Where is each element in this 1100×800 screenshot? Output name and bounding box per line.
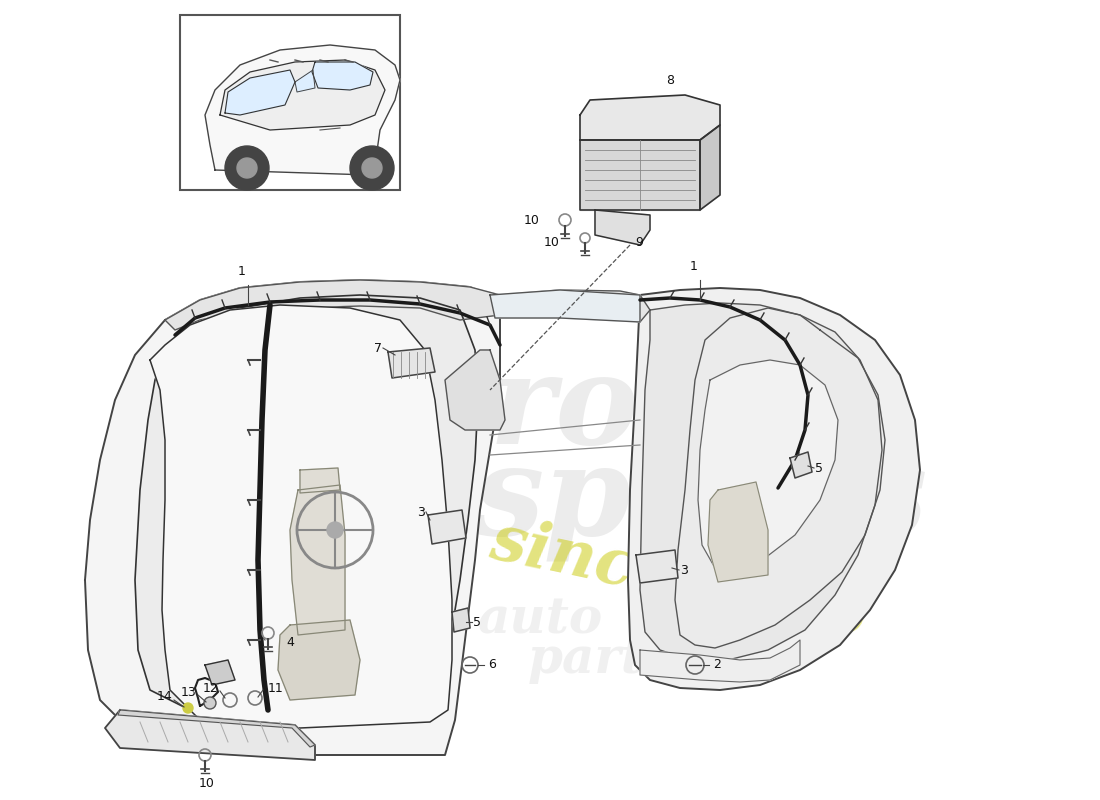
Bar	[180, 15, 400, 190]
Text: 4: 4	[286, 637, 294, 650]
Polygon shape	[700, 125, 720, 210]
Text: auto: auto	[477, 595, 603, 645]
Polygon shape	[675, 308, 886, 648]
Polygon shape	[278, 620, 360, 700]
Circle shape	[350, 146, 394, 190]
Polygon shape	[295, 70, 315, 92]
Polygon shape	[446, 350, 505, 430]
Text: 8: 8	[666, 74, 674, 86]
Polygon shape	[150, 305, 452, 728]
Polygon shape	[452, 608, 470, 632]
Polygon shape	[580, 95, 720, 140]
Text: 5: 5	[473, 615, 481, 629]
Text: 3: 3	[680, 563, 688, 577]
Polygon shape	[640, 303, 882, 660]
Text: 3: 3	[417, 506, 425, 518]
Circle shape	[236, 158, 257, 178]
Circle shape	[183, 703, 192, 713]
Polygon shape	[118, 710, 315, 747]
Text: 1: 1	[238, 265, 246, 278]
Text: 12: 12	[202, 682, 218, 694]
Text: 11: 11	[268, 682, 284, 694]
Polygon shape	[205, 45, 400, 175]
Polygon shape	[226, 70, 295, 115]
Polygon shape	[640, 640, 800, 682]
Polygon shape	[388, 348, 434, 378]
Text: 9: 9	[635, 237, 642, 250]
Polygon shape	[595, 210, 650, 245]
Text: euro: euro	[320, 350, 640, 470]
Text: 1: 1	[690, 260, 697, 273]
Text: 10: 10	[524, 214, 540, 226]
Circle shape	[204, 697, 216, 709]
Text: 10: 10	[544, 237, 560, 250]
Polygon shape	[628, 288, 920, 690]
Polygon shape	[205, 660, 235, 685]
Polygon shape	[85, 280, 500, 755]
Text: 2: 2	[713, 658, 721, 671]
Text: 10: 10	[199, 777, 214, 790]
Polygon shape	[708, 482, 768, 582]
Text: spares: spares	[473, 439, 927, 561]
Polygon shape	[580, 140, 700, 210]
Text: 6: 6	[488, 658, 496, 671]
Polygon shape	[135, 295, 478, 720]
Polygon shape	[300, 468, 340, 493]
Polygon shape	[312, 62, 373, 90]
Polygon shape	[790, 452, 812, 478]
Text: since 1985: since 1985	[485, 510, 876, 650]
Polygon shape	[428, 510, 466, 544]
Text: 13: 13	[180, 686, 196, 698]
Polygon shape	[220, 60, 385, 130]
Polygon shape	[698, 360, 838, 572]
Circle shape	[362, 158, 382, 178]
Polygon shape	[290, 485, 345, 635]
Polygon shape	[490, 290, 640, 322]
Circle shape	[226, 146, 270, 190]
Circle shape	[327, 522, 343, 538]
Polygon shape	[636, 550, 678, 583]
Text: 14: 14	[156, 690, 172, 703]
Polygon shape	[165, 280, 650, 330]
Text: parts: parts	[528, 635, 672, 685]
Text: 5: 5	[815, 462, 823, 474]
Text: 7: 7	[374, 342, 382, 354]
Polygon shape	[104, 710, 315, 760]
